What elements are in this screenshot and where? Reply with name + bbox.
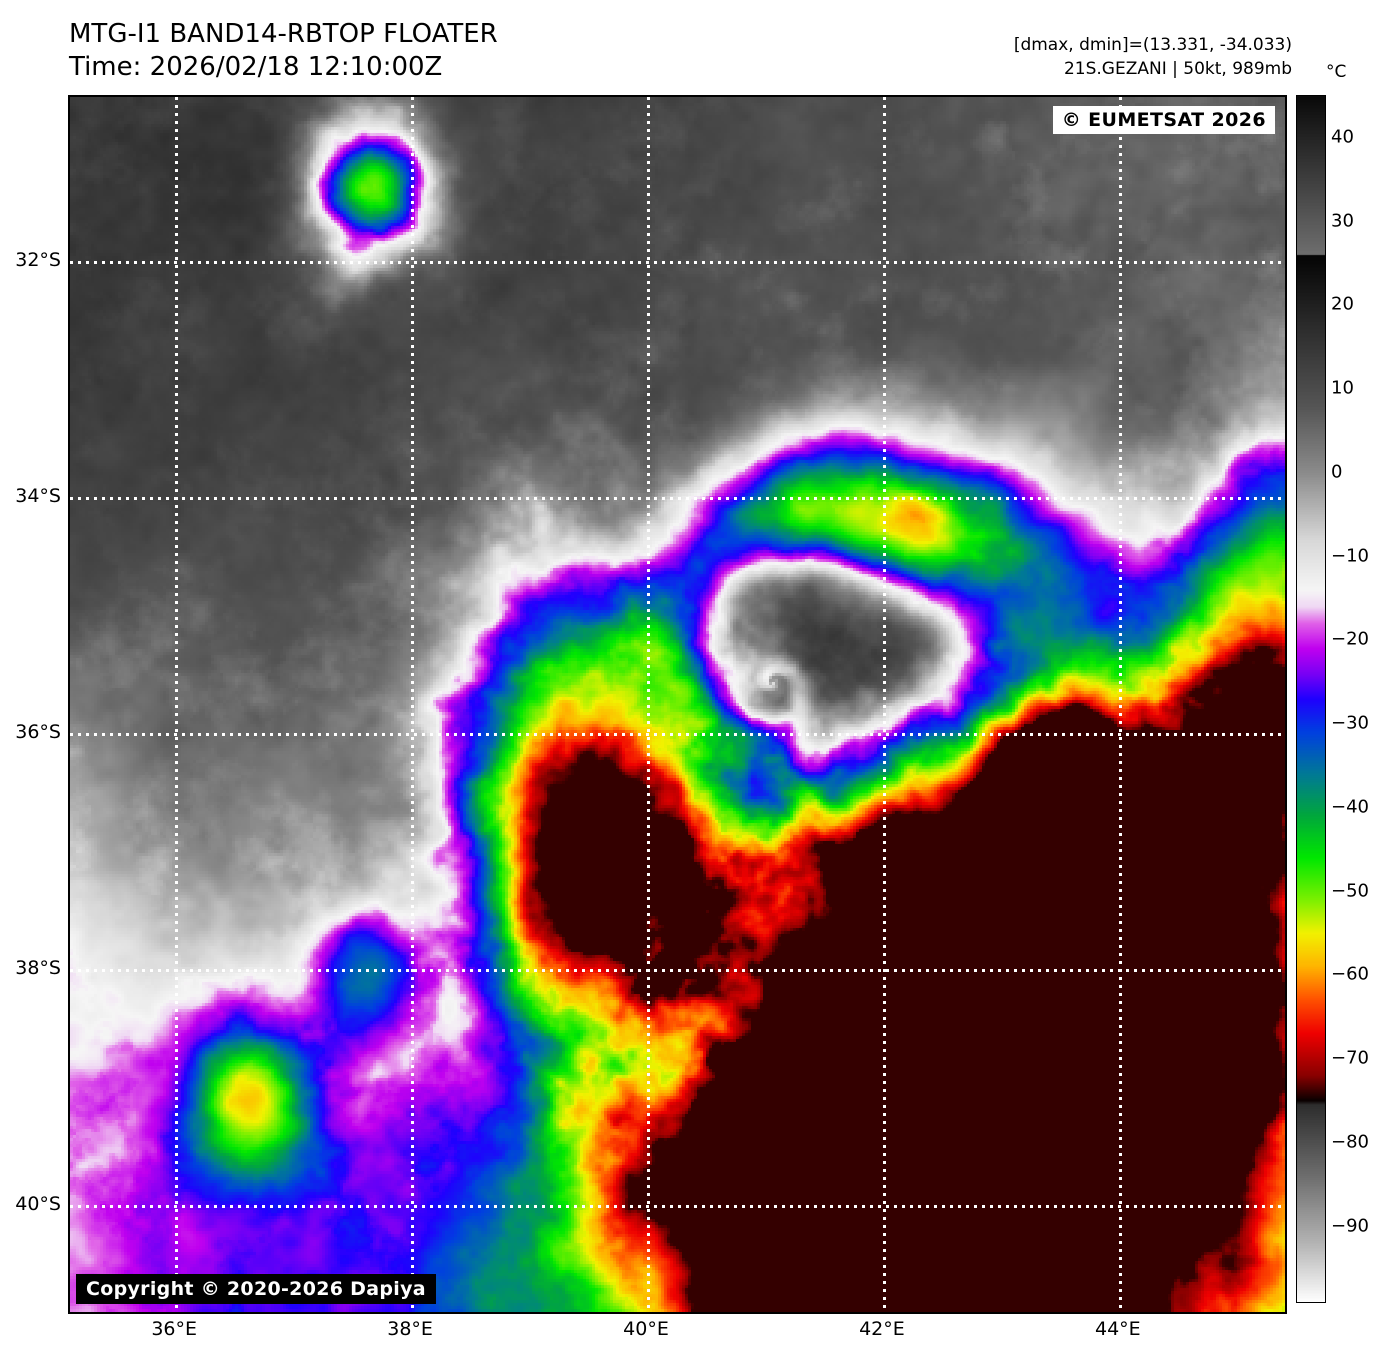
colorbar-tick-label: 0 xyxy=(1331,461,1343,483)
colorbar-tick-label: −20 xyxy=(1331,628,1369,650)
dmax-dmin-label: [dmax, dmin]=(13.331, -34.033) xyxy=(1013,35,1292,55)
colorbar-tick-label: −30 xyxy=(1331,712,1369,734)
page-title: MTG-I1 BAND14-RBTOP FLOATER Time: 2026/0… xyxy=(69,18,498,84)
colorbar-tick-label: −40 xyxy=(1331,796,1369,818)
lat-tick-label: 36°S xyxy=(15,720,61,743)
colorbar-tick-label: 30 xyxy=(1331,210,1354,232)
lon-tick-label: 40°E xyxy=(623,1318,669,1340)
time-label: Time: 2026/02/18 12:10:00Z xyxy=(69,52,443,82)
lat-tick-label: 38°S xyxy=(15,956,61,979)
colorbar-gradient xyxy=(1297,96,1325,1302)
colorbar-tick-label: −70 xyxy=(1331,1047,1369,1069)
storm-info-label: 21S.GEZANI | 50kt, 989mb xyxy=(1063,59,1292,79)
colorbar-tick-label: 10 xyxy=(1331,377,1354,399)
metadata-block: [dmax, dmin]=(13.331, -34.033) 21S.GEZAN… xyxy=(1014,33,1292,81)
lon-tick-label: 44°E xyxy=(1095,1318,1141,1340)
dapiya-credit: Copyright © 2020-2026 Dapiya xyxy=(76,1274,436,1304)
satellite-imagery-canvas xyxy=(70,97,1285,1312)
product-title: MTG-I1 BAND14-RBTOP FLOATER xyxy=(69,19,498,49)
lat-tick-label: 32°S xyxy=(15,249,61,272)
colorbar-tick-label: −90 xyxy=(1331,1215,1369,1237)
lat-tick-label: 40°S xyxy=(15,1192,61,1215)
lon-tick-label: 36°E xyxy=(151,1318,197,1340)
temperature-colorbar xyxy=(1296,95,1326,1303)
satellite-image-plot: © EUMETSAT 2026 Copyright © 2020-2026 Da… xyxy=(68,95,1287,1314)
colorbar-tick-label: 20 xyxy=(1331,293,1354,315)
lat-tick-label: 34°S xyxy=(15,485,61,508)
lon-tick-label: 42°E xyxy=(859,1318,905,1340)
colorbar-tick-label: −10 xyxy=(1331,545,1369,567)
colorbar-tick-label: −60 xyxy=(1331,963,1369,985)
lon-tick-label: 38°E xyxy=(387,1318,433,1340)
colorbar-tick-label: −80 xyxy=(1331,1131,1369,1153)
colorbar-tick-label: −50 xyxy=(1331,880,1369,902)
colorbar-tick-label: 40 xyxy=(1331,126,1354,148)
eumetsat-credit: © EUMETSAT 2026 xyxy=(1052,106,1275,134)
colorbar-unit-label: °C xyxy=(1326,62,1347,82)
